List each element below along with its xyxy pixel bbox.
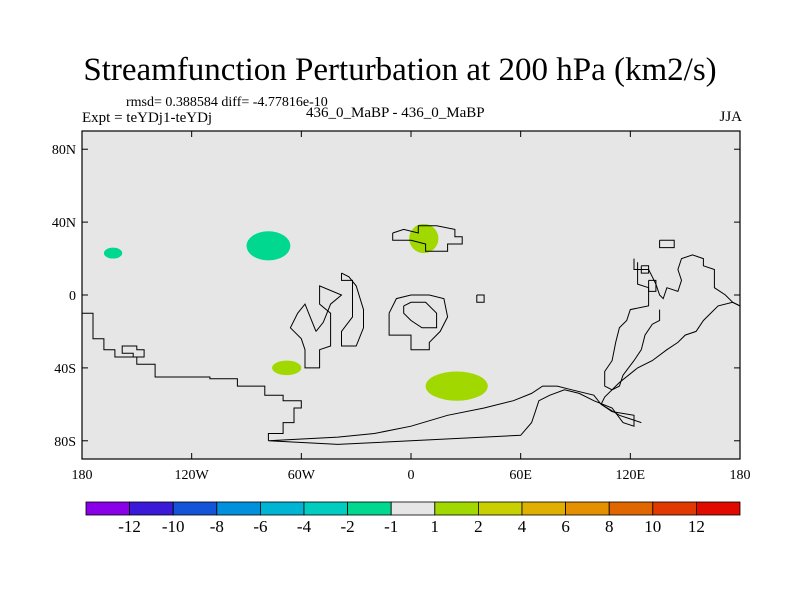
colorbar-label: 6 (561, 517, 570, 536)
colorbar-swatch (477, 501, 523, 516)
outline-central-america (121, 345, 145, 358)
x-tick-label: 60W (288, 468, 316, 483)
outline-south-america (289, 285, 343, 369)
chart-title: Streamfunction Perturbation at 200 hPa (… (83, 52, 717, 88)
colorbar-swatch (696, 501, 741, 516)
colorbar-label: 8 (605, 517, 614, 536)
outline-europe (392, 225, 463, 252)
y-tick-label: 80S (54, 435, 76, 450)
colorbar-label: -10 (162, 517, 185, 536)
colorbar-label: 10 (644, 517, 661, 536)
colorbar-label: -12 (118, 517, 141, 536)
colorbar-label: 4 (518, 517, 527, 536)
outline-antarctic-coast (268, 385, 635, 445)
x-tick-label: 180 (730, 468, 751, 483)
x-tick-label: 120E (616, 468, 646, 483)
colorbar-swatch (608, 501, 654, 516)
colorbar-swatch (129, 501, 174, 516)
colorbar-swatch (347, 501, 392, 516)
colorbar-swatch (652, 501, 697, 516)
colorbar-label: 1 (431, 517, 440, 536)
colorbar-label: -4 (297, 517, 312, 536)
x-tick-label: 120W (175, 468, 210, 483)
x-tick-label: 0 (408, 468, 415, 483)
x-tick-label: 60E (509, 468, 532, 483)
colorbar-label: -1 (384, 517, 398, 536)
colorbar-label: -8 (210, 517, 224, 536)
outline-greenland (659, 239, 675, 249)
colorbar-swatch (216, 501, 261, 516)
outline-asia-east (633, 254, 741, 307)
experiment-label: Expt = teYDj1-teYDj (82, 110, 213, 126)
colorbar-swatch (172, 501, 218, 516)
colorbar-swatch (303, 501, 348, 516)
outline-bermuda (476, 294, 485, 303)
x-tick-label: 180 (72, 468, 93, 483)
outline-antarctica (82, 312, 302, 441)
y-tick-label: 0 (69, 289, 76, 304)
outline-indonesia (604, 262, 661, 391)
anomaly-north-atlantic (246, 231, 291, 261)
colorbar-swatch (565, 501, 610, 516)
y-tick-label: 40S (54, 362, 76, 377)
y-tick-label: 40N (52, 216, 76, 231)
colorbar-label: 2 (474, 517, 483, 536)
season-label: JJA (719, 109, 742, 125)
outline-africa (388, 294, 449, 351)
anomaly-mediterranean (409, 223, 439, 254)
outline-africa-inner (403, 301, 438, 329)
outline-north-america (341, 272, 364, 347)
colorbar-label: -6 (253, 517, 267, 536)
rmsd-diff-stats: rmsd= 0.388584 diff= -4.77816e-10 (126, 95, 328, 110)
colorbar-label: 12 (688, 517, 705, 536)
colorbar-label: -2 (341, 517, 355, 536)
outline-asia-coast (600, 301, 741, 424)
anomaly-southern-ocean (425, 371, 488, 401)
anomaly-west-pacific (103, 247, 123, 259)
outline-kamchatka (648, 279, 657, 292)
anomaly-south-atlantic (272, 360, 302, 376)
colorbar-swatch (259, 501, 305, 516)
colorbar-swatch (521, 501, 566, 516)
colorbar-swatch (85, 501, 130, 516)
y-tick-label: 80N (52, 143, 76, 158)
case-label: 436_0_MaBP - 436_0_MaBP (306, 105, 485, 121)
outline-japan (640, 265, 650, 274)
colorbar-swatch (434, 501, 479, 516)
colorbar-swatch (390, 501, 436, 516)
